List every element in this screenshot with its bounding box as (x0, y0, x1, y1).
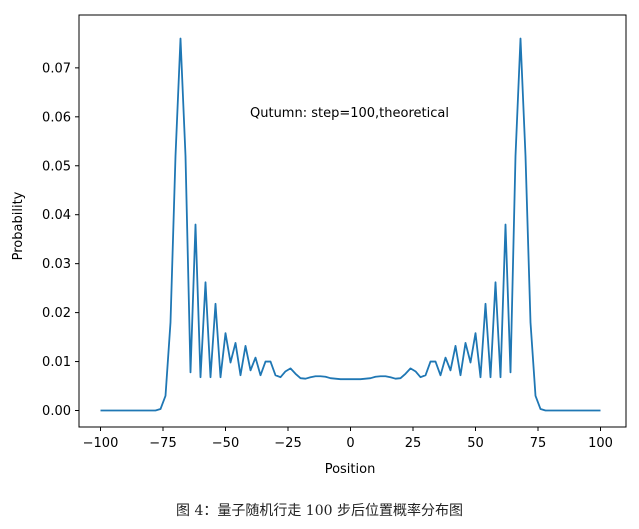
x-tick-label: −25 (274, 436, 301, 451)
y-tick-label: 0.05 (42, 159, 71, 174)
y-tick-label: 0.06 (42, 110, 71, 125)
x-tick-label: 100 (588, 436, 613, 451)
plot-frame (78, 14, 627, 428)
x-tick-label: 25 (405, 436, 422, 451)
y-axis: 0.00 0.01 0.02 0.03 0.04 0.05 0.06 0.07 (42, 61, 79, 419)
y-tick-label: 0.02 (42, 306, 71, 321)
probability-line (100, 37, 601, 412)
chart-annotation: Qutumn: step=100,theoretical (250, 106, 449, 121)
x-axis-label: Position (325, 462, 376, 477)
x-tick-label: −50 (212, 436, 239, 451)
figure-caption: 图 4：量子随机行走 100 步后位置概率分布图 (176, 503, 463, 519)
x-tick-label: 75 (530, 436, 547, 451)
y-tick-label: 0.07 (42, 61, 71, 76)
y-tick-label: 0.04 (42, 208, 71, 223)
x-tick-label: −75 (149, 436, 176, 451)
x-axis: −100 −75 −50 −25 0 25 50 75 100 (83, 427, 613, 451)
x-tick-label: −100 (83, 436, 119, 451)
x-tick-label: 50 (467, 436, 484, 451)
x-tick-label: 0 (346, 436, 354, 451)
y-tick-label: 0.03 (42, 257, 71, 272)
y-tick-label: 0.01 (42, 355, 71, 370)
y-axis-label: Probability (11, 191, 26, 260)
y-tick-label: 0.00 (42, 404, 71, 419)
